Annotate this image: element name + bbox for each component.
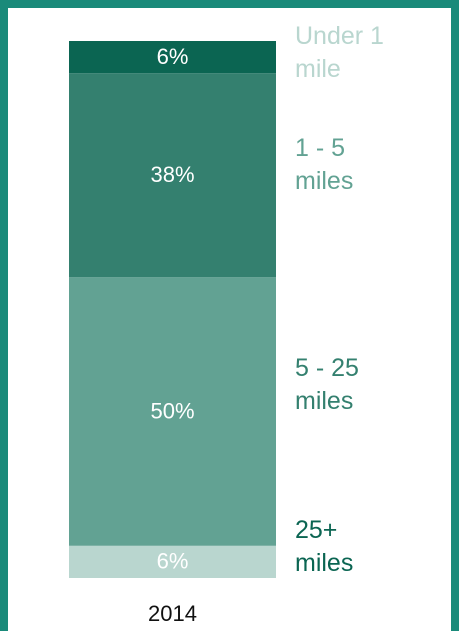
bar-segment-25-miles — [69, 41, 276, 74]
value-label-25-miles: 6% — [157, 44, 189, 69]
value-label-1-5-miles: 50% — [150, 398, 194, 423]
series-labels: Under 1 mile 1 - 5 miles 5 - 25 miles 25+ miles — [295, 22, 384, 577]
value-label-under-1-mile: 6% — [157, 549, 189, 574]
bar-segment-5-25-miles — [69, 73, 276, 278]
x-tick-label-2014: 2014 — [148, 601, 197, 626]
bar-segments — [69, 41, 276, 578]
bar-segment-under-1-mile — [69, 545, 276, 578]
x-axis-labels: 2014 — [148, 601, 197, 626]
bar-segment-1-5-miles — [69, 277, 276, 546]
segment-value-labels: 6% 50% 38% 6% — [150, 44, 194, 574]
series-label-1-5-miles: 1 - 5 miles — [295, 134, 353, 195]
series-label-under-1-mile: Under 1 mile — [295, 22, 384, 83]
value-label-5-25-miles: 38% — [150, 162, 194, 187]
series-label-25-miles: 25+ miles — [295, 516, 353, 577]
series-label-5-25-miles: 5 - 25 miles — [295, 354, 359, 415]
